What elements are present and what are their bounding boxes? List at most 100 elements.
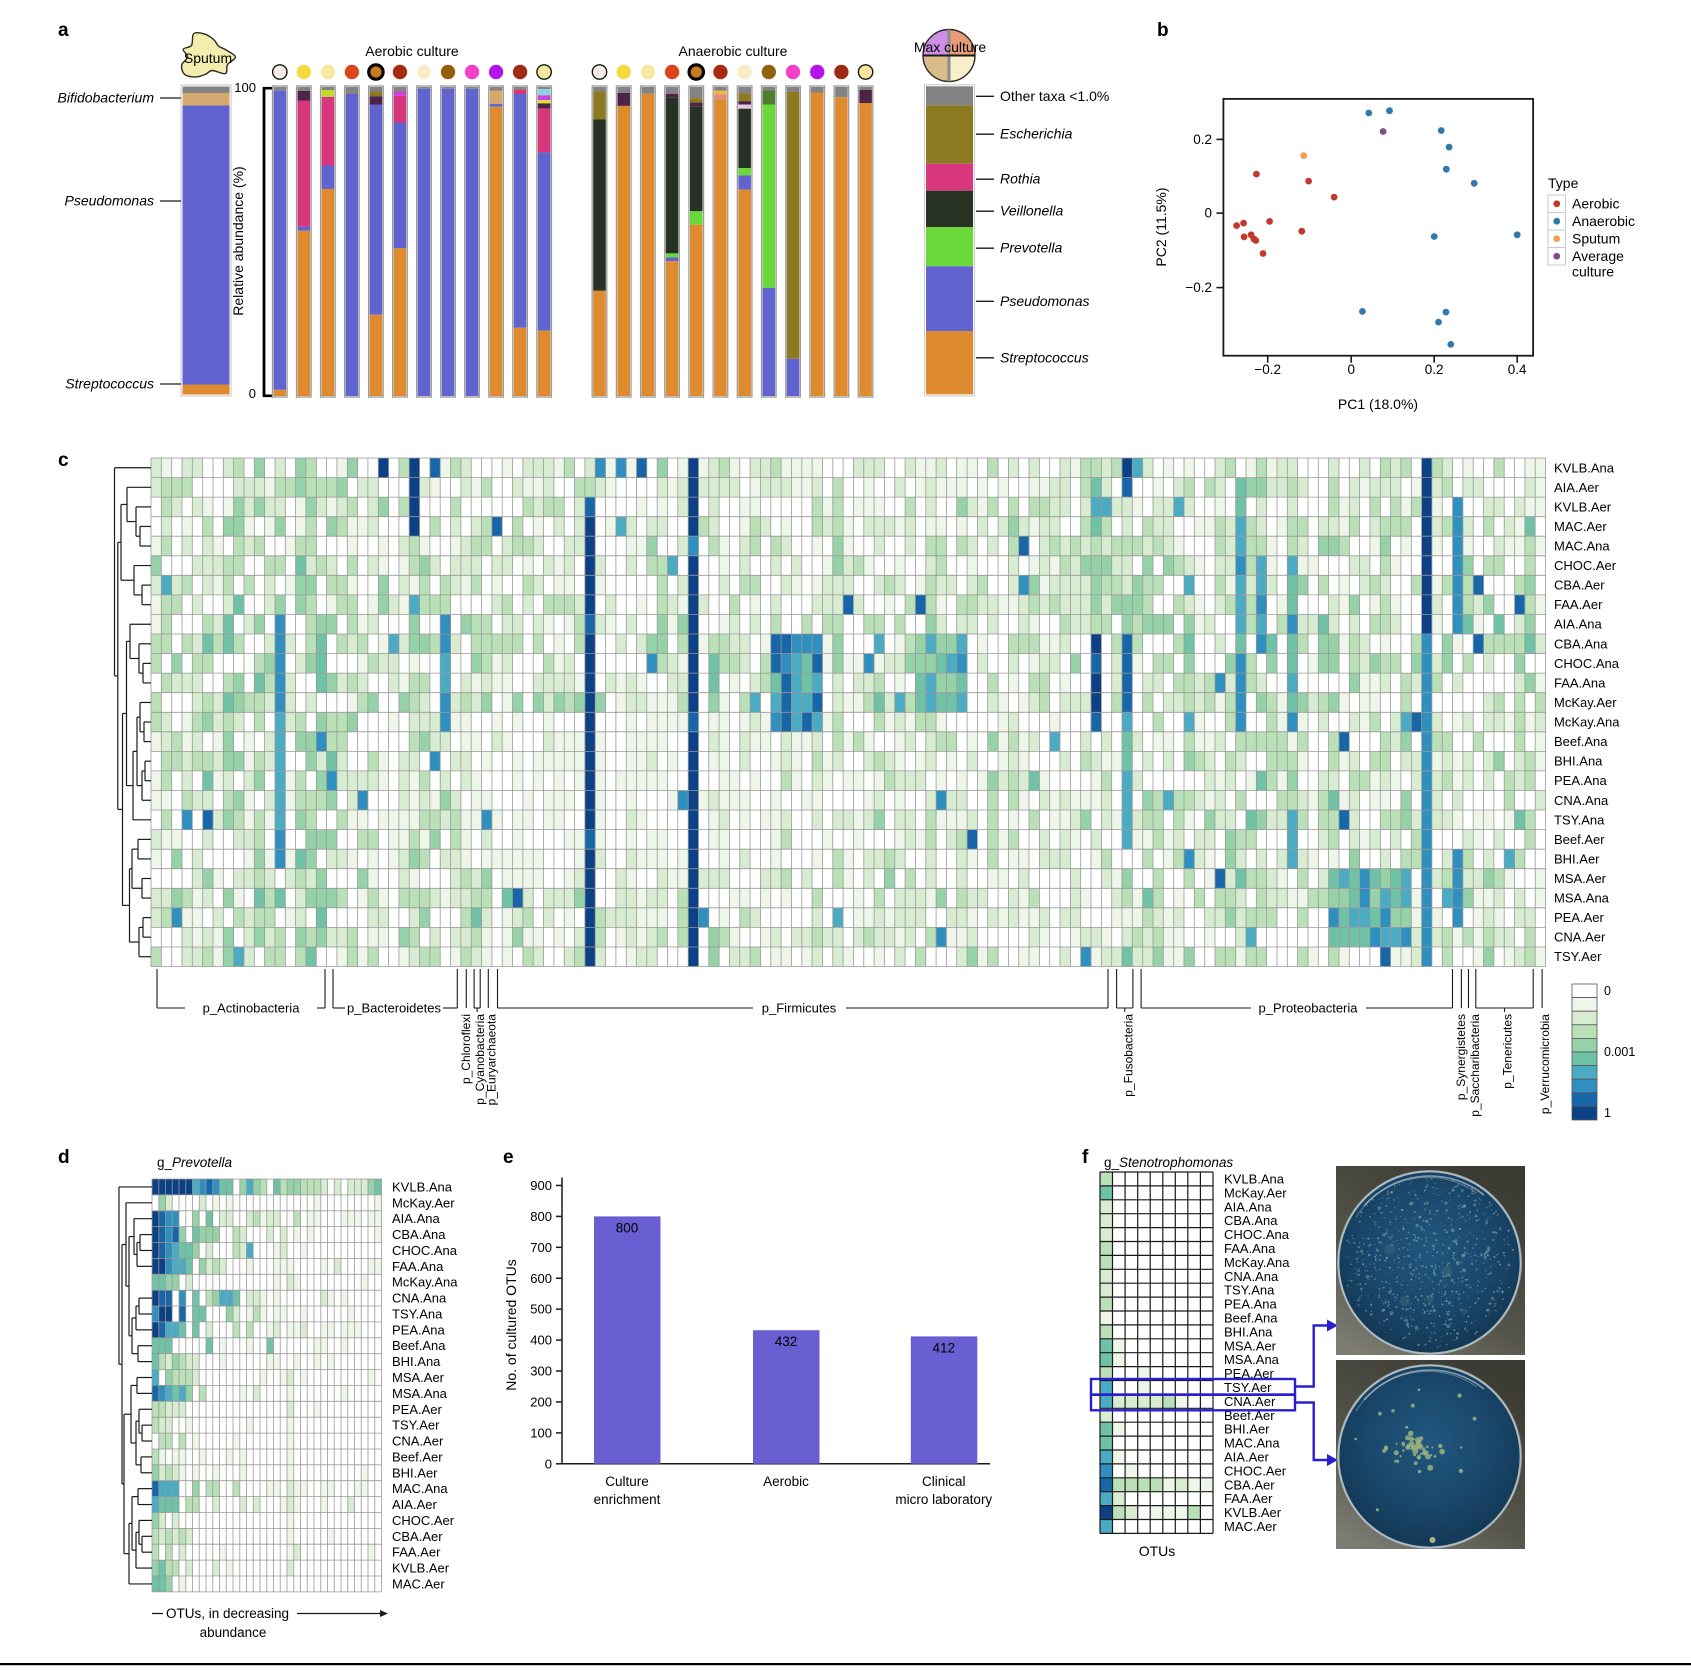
- svg-text:c: c: [58, 450, 69, 471]
- svg-text:TSY.Ana: TSY.Ana: [392, 1306, 443, 1321]
- svg-text:BHI.Aer: BHI.Aer: [1554, 851, 1600, 866]
- svg-text:0.4: 0.4: [1508, 362, 1527, 377]
- svg-text:0: 0: [1604, 984, 1611, 998]
- svg-text:Streptococcus: Streptococcus: [65, 376, 154, 392]
- svg-text:Escherichia: Escherichia: [1000, 126, 1073, 142]
- svg-text:CBA.Aer: CBA.Aer: [392, 1529, 443, 1544]
- svg-text:enrichment: enrichment: [594, 1492, 661, 1507]
- svg-text:500: 500: [530, 1302, 552, 1317]
- svg-text:900: 900: [530, 1178, 552, 1193]
- svg-text:0: 0: [1204, 206, 1212, 221]
- svg-text:No. of cultured OTUs: No. of cultured OTUs: [503, 1259, 519, 1391]
- svg-text:CNA.Ana: CNA.Ana: [1224, 1269, 1279, 1284]
- svg-text:Clinical: Clinical: [922, 1474, 966, 1489]
- svg-text:AIA.Aer: AIA.Aer: [392, 1497, 437, 1512]
- svg-text:CHOC.Ana: CHOC.Ana: [392, 1243, 458, 1258]
- svg-text:PEA.Aer: PEA.Aer: [1554, 910, 1605, 925]
- svg-text:FAA.Ana: FAA.Ana: [1554, 675, 1606, 690]
- svg-text:1: 1: [1604, 1106, 1611, 1120]
- svg-text:g_Stenotrophomonas: g_Stenotrophomonas: [1104, 1155, 1233, 1170]
- svg-text:MSA.Ana: MSA.Ana: [1224, 1352, 1280, 1367]
- svg-text:TSY.Aer: TSY.Aer: [1554, 949, 1602, 964]
- svg-text:a: a: [58, 20, 69, 41]
- svg-text:MAC.Ana: MAC.Ana: [1554, 539, 1610, 554]
- svg-text:AIA.Ana: AIA.Ana: [1554, 617, 1602, 632]
- svg-text:Average: Average: [1572, 248, 1624, 264]
- svg-text:100: 100: [530, 1425, 552, 1440]
- svg-text:PEA.Ana: PEA.Ana: [1554, 773, 1608, 788]
- svg-text:KVLB.Aer: KVLB.Aer: [1554, 499, 1612, 514]
- svg-text:p_Fusobacteria: p_Fusobacteria: [1121, 1014, 1135, 1097]
- svg-text:p_Cyanobacteria: p_Cyanobacteria: [473, 1014, 487, 1105]
- svg-text:300: 300: [530, 1364, 552, 1379]
- svg-text:Aerobic: Aerobic: [1572, 195, 1619, 211]
- svg-text:800: 800: [530, 1209, 552, 1224]
- svg-text:micro laboratory: micro laboratory: [895, 1492, 992, 1507]
- svg-text:Sputum: Sputum: [1572, 230, 1620, 246]
- svg-text:BHI.Ana: BHI.Ana: [392, 1354, 441, 1369]
- svg-text:p_Verrucomicrobia: p_Verrucomicrobia: [1538, 1014, 1552, 1114]
- svg-text:CNA.Aer: CNA.Aer: [392, 1434, 444, 1449]
- svg-text:KVLB.Ana: KVLB.Ana: [1554, 460, 1615, 475]
- svg-text:McKay.Ana: McKay.Ana: [1224, 1255, 1290, 1270]
- svg-text:e: e: [503, 1147, 514, 1168]
- svg-text:p_Saccharibacteria: p_Saccharibacteria: [1468, 1014, 1482, 1117]
- svg-text:AIA.Aer: AIA.Aer: [1554, 480, 1599, 495]
- svg-text:g_Prevotella: g_Prevotella: [157, 1155, 233, 1170]
- svg-text:0.2: 0.2: [1193, 132, 1212, 147]
- svg-text:800: 800: [616, 1220, 639, 1235]
- svg-text:McKay.Aer: McKay.Aer: [1554, 695, 1617, 710]
- svg-text:CHOC.Aer: CHOC.Aer: [1224, 1463, 1287, 1478]
- svg-text:TSY.Aer: TSY.Aer: [392, 1418, 440, 1433]
- svg-text:p_Bacteroidetes: p_Bacteroidetes: [347, 1001, 441, 1016]
- svg-text:KVLB.Ana: KVLB.Ana: [392, 1179, 453, 1194]
- svg-text:CNA.Aer: CNA.Aer: [1224, 1394, 1276, 1409]
- svg-text:CBA.Aer: CBA.Aer: [1224, 1477, 1275, 1492]
- svg-text:Sputum: Sputum: [184, 50, 232, 66]
- svg-text:Rothia: Rothia: [1000, 171, 1041, 187]
- svg-text:MAC.Ana: MAC.Ana: [1224, 1436, 1280, 1451]
- svg-text:400: 400: [530, 1333, 552, 1348]
- svg-text:MAC.Aer: MAC.Aer: [1224, 1519, 1277, 1534]
- svg-text:AIA.Aer: AIA.Aer: [1224, 1449, 1269, 1464]
- svg-text:Bifidobacterium: Bifidobacterium: [58, 90, 155, 106]
- svg-text:MSA.Ana: MSA.Ana: [1554, 891, 1610, 906]
- svg-text:OTUs, in decreasing: OTUs, in decreasing: [166, 1606, 289, 1621]
- svg-text:Beef.Ana: Beef.Ana: [1554, 734, 1608, 749]
- svg-text:KVLB.Ana: KVLB.Ana: [1224, 1171, 1285, 1186]
- svg-text:CHOC.Ana: CHOC.Ana: [1554, 656, 1620, 671]
- svg-text:PEA.Aer: PEA.Aer: [1224, 1366, 1275, 1381]
- svg-text:AIA.Ana: AIA.Ana: [392, 1211, 440, 1226]
- svg-text:MSA.Ana: MSA.Ana: [392, 1386, 448, 1401]
- svg-text:p_Actinobacteria: p_Actinobacteria: [203, 1001, 301, 1016]
- svg-text:PC2 (11.5%): PC2 (11.5%): [1153, 187, 1169, 266]
- svg-text:Max culture: Max culture: [914, 39, 987, 55]
- svg-text:FAA.Aer: FAA.Aer: [1554, 597, 1603, 612]
- svg-text:Pseudomonas: Pseudomonas: [1000, 293, 1090, 309]
- svg-text:CBA.Ana: CBA.Ana: [392, 1227, 446, 1242]
- svg-text:d: d: [58, 1147, 70, 1168]
- svg-text:b: b: [1157, 20, 1169, 41]
- svg-text:p_Proteobacteria: p_Proteobacteria: [1258, 1001, 1358, 1016]
- svg-text:BHI.Ana: BHI.Ana: [1224, 1324, 1273, 1339]
- svg-text:600: 600: [530, 1271, 552, 1286]
- svg-text:0.001: 0.001: [1604, 1045, 1635, 1059]
- svg-text:Veillonella: Veillonella: [1000, 203, 1064, 219]
- svg-text:Aerobic: Aerobic: [763, 1474, 809, 1489]
- svg-text:CNA.Aer: CNA.Aer: [1554, 930, 1606, 945]
- svg-text:PEA.Ana: PEA.Ana: [392, 1322, 446, 1337]
- svg-text:p_Tenericutes: p_Tenericutes: [1501, 1014, 1515, 1089]
- svg-text:MSA.Aer: MSA.Aer: [1554, 871, 1607, 886]
- svg-text:McKay.Ana: McKay.Ana: [392, 1275, 458, 1290]
- svg-text:TSY.Ana: TSY.Ana: [1554, 812, 1605, 827]
- svg-text:TSY.Aer: TSY.Aer: [1224, 1380, 1272, 1395]
- svg-text:Prevotella: Prevotella: [1000, 240, 1062, 256]
- svg-text:0: 0: [545, 1456, 552, 1471]
- svg-text:OTUs: OTUs: [1139, 1543, 1176, 1559]
- svg-text:McKay.Ana: McKay.Ana: [1554, 715, 1620, 730]
- svg-text:CBA.Ana: CBA.Ana: [1224, 1213, 1278, 1228]
- svg-text:CBA.Ana: CBA.Ana: [1554, 636, 1608, 651]
- svg-text:p_Euryarchaeota: p_Euryarchaeota: [484, 1014, 498, 1106]
- svg-text:FAA.Aer: FAA.Aer: [392, 1545, 441, 1560]
- svg-text:MAC.Aer: MAC.Aer: [1554, 519, 1607, 534]
